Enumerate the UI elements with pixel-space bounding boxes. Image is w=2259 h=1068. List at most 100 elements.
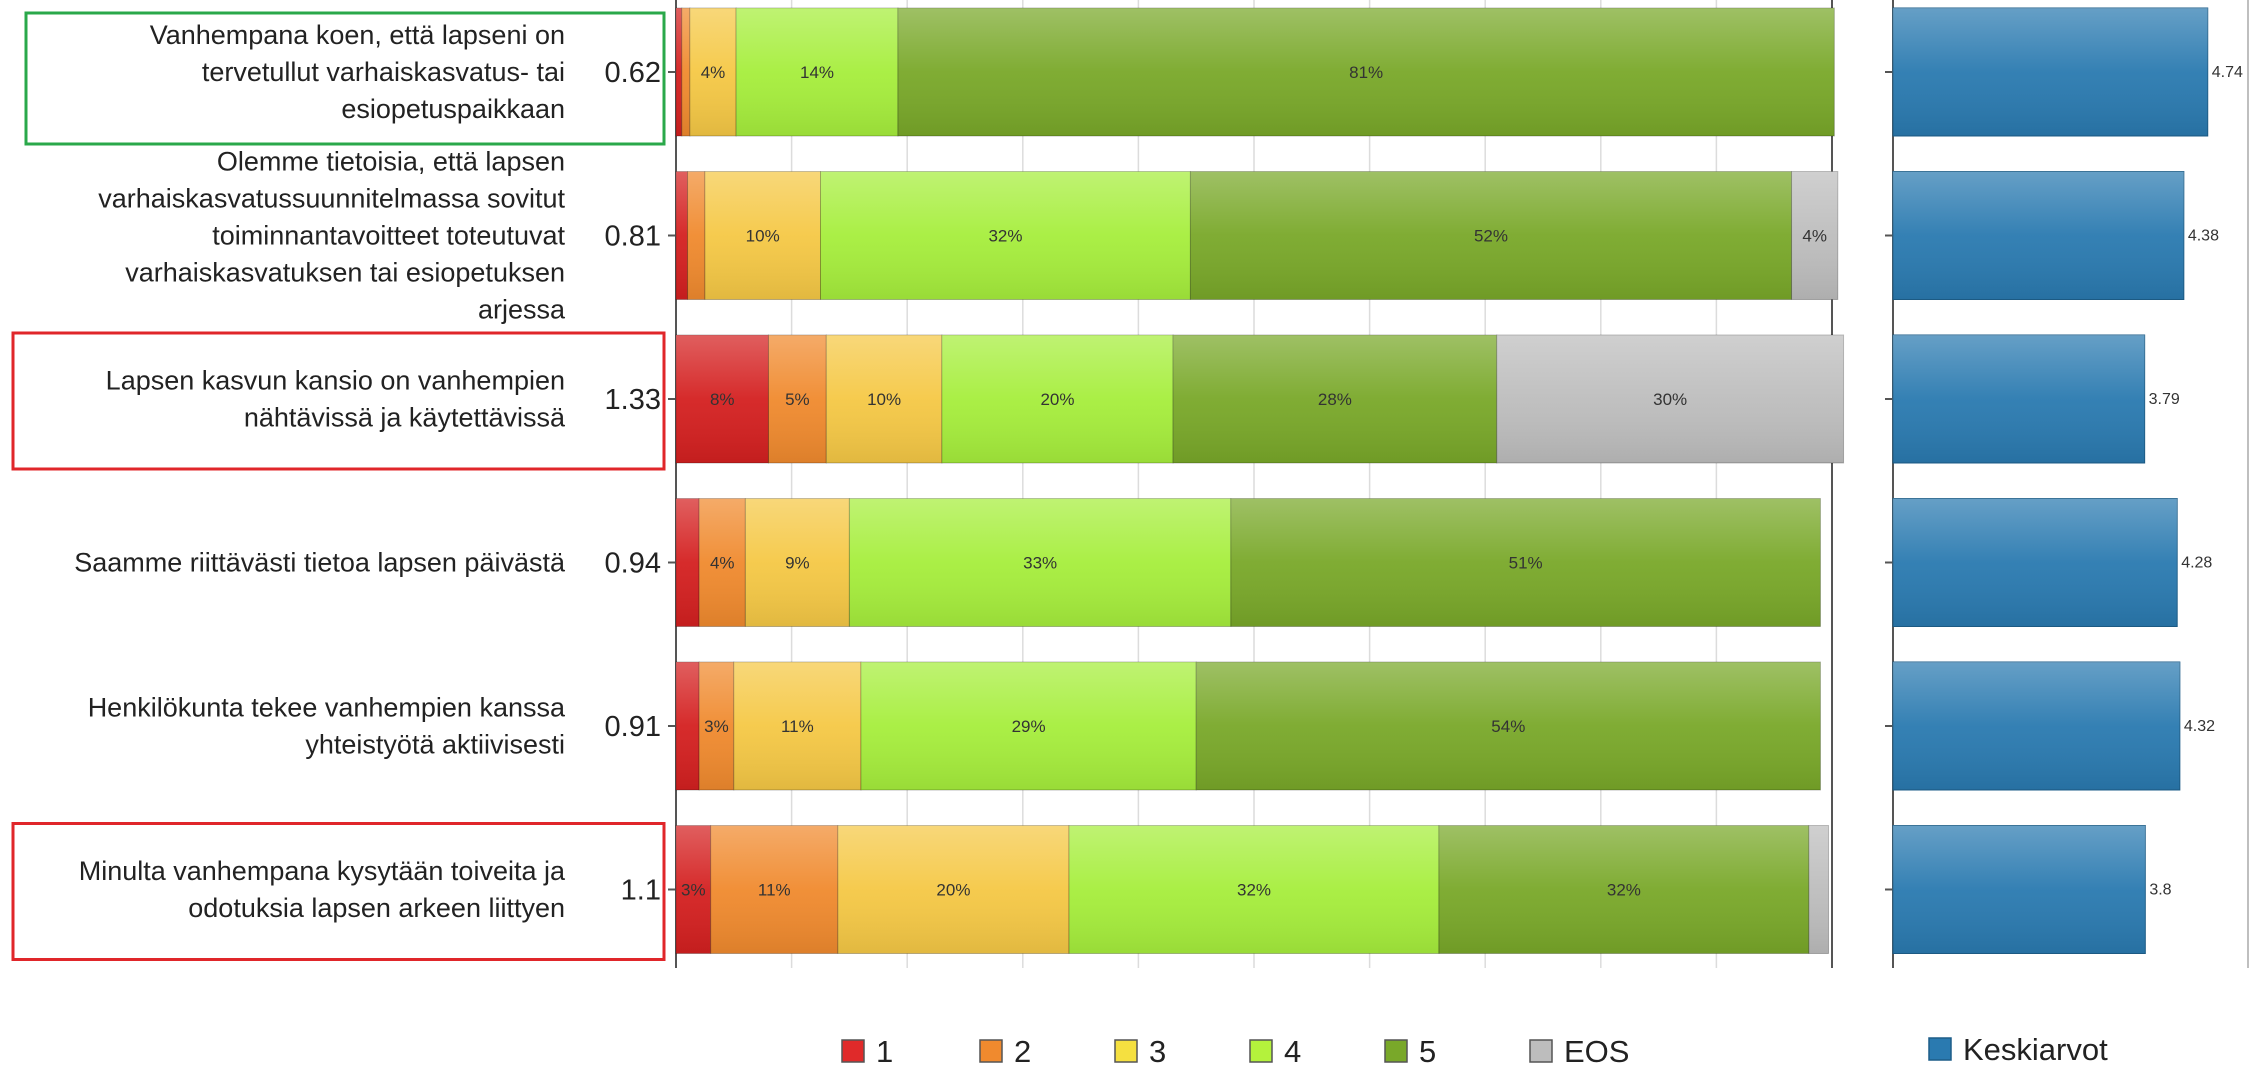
segment-label: 4% xyxy=(701,63,726,82)
segment-label: 20% xyxy=(1040,390,1074,409)
category-label-line: varhaiskasvatuksen tai esiopetuksen xyxy=(125,258,565,288)
category-labels: Vanhempana koen, että lapseni on tervetul… xyxy=(11,11,666,961)
bar-segment-shade xyxy=(1173,335,1497,463)
highlight-box xyxy=(24,11,666,146)
bar-segment-shade xyxy=(1190,171,1792,300)
bar-segment-shade xyxy=(1230,498,1821,627)
mean-value-label: 3.8 xyxy=(2149,882,2171,899)
grid-lines xyxy=(668,0,2249,968)
segment-label: 11% xyxy=(758,881,791,900)
category-label-line: toiminnantavoitteet toteutuvat xyxy=(212,221,565,251)
legend-label: Keskiarvot xyxy=(1963,1032,2108,1067)
legend-label: 1 xyxy=(876,1034,893,1068)
bar-segment-shade xyxy=(676,825,711,954)
segment-label: 20% xyxy=(936,881,970,900)
category-label-line: Henkilökunta tekee vanhempien kanssa xyxy=(88,693,566,723)
legend-item: 1 xyxy=(841,1034,893,1068)
segment-label: 51% xyxy=(1509,554,1543,573)
segment-label: 32% xyxy=(1607,881,1641,900)
bar-segment-shade xyxy=(689,8,737,136)
bar-segment-shade xyxy=(768,335,827,463)
bar-segment-shade xyxy=(733,662,861,790)
legend-swatch xyxy=(841,1039,865,1063)
bar-segment-shade xyxy=(826,335,942,463)
highlight-box xyxy=(11,331,666,471)
category-label-line: Saamme riittävästi tietoa lapsen päiväst… xyxy=(74,548,566,578)
segment-label: 14% xyxy=(800,63,834,82)
bar-segment-shade xyxy=(1496,335,1844,463)
category-label-line: varhaiskasvatussuunnitelmassa sovitut xyxy=(98,184,565,214)
std-value: 1.33 xyxy=(605,384,661,416)
bar-segment-shade xyxy=(676,8,682,136)
segment-label: 10% xyxy=(867,390,901,409)
segment-label: 81% xyxy=(1349,63,1383,82)
bar-segment-shade xyxy=(676,498,700,627)
segment-label: 29% xyxy=(1012,717,1046,736)
legend-swatch xyxy=(1384,1039,1408,1063)
segment-label: 30% xyxy=(1653,390,1687,409)
bar-segment-shade xyxy=(1808,825,1829,954)
bar-segment-shade xyxy=(699,662,734,790)
std-value: 1.1 xyxy=(621,875,661,907)
bar-segment-shade xyxy=(849,498,1231,627)
segment-label: 4% xyxy=(710,554,735,573)
bar-segment-shade xyxy=(1791,171,1838,300)
mean-bar-shade xyxy=(1893,825,2146,954)
mean-value-label: 4.74 xyxy=(2212,64,2243,81)
std-value: 0.62 xyxy=(605,57,661,89)
mean-bar-shade xyxy=(1893,8,2208,136)
category-label-line: Minulta vanhempana kysytään toiveita ja xyxy=(79,856,566,886)
legend-label: 4 xyxy=(1284,1034,1301,1068)
bar-segment-shade xyxy=(676,335,769,463)
category-label-line: arjessa xyxy=(478,295,566,325)
std-value: 0.94 xyxy=(605,548,661,580)
segment-label: 10% xyxy=(746,227,780,246)
category-label-line: Olemme tietoisia, että lapsen xyxy=(217,147,565,177)
bar-segment-shade xyxy=(941,335,1174,463)
category-label-line: tervetullut varhaiskasvatus- tai xyxy=(202,57,565,87)
bar-segment-shade xyxy=(860,662,1197,790)
mean-bar-shade xyxy=(1893,498,2178,627)
mean-value-label: 4.28 xyxy=(2181,555,2212,572)
segment-label: 11% xyxy=(781,717,814,736)
segment-label: 3% xyxy=(704,717,729,736)
legend-item: 4 xyxy=(1249,1034,1301,1068)
segment-label: 32% xyxy=(988,227,1022,246)
std-value: 0.91 xyxy=(605,711,661,743)
category-label-line: esiopetuspaikkaan xyxy=(341,94,565,124)
legend-item-mean: Keskiarvot xyxy=(1928,1032,2108,1067)
segment-label: 32% xyxy=(1237,881,1271,900)
segment-label: 33% xyxy=(1023,554,1057,573)
bar-segment-shade xyxy=(1196,662,1821,790)
legend-label: 2 xyxy=(1014,1034,1031,1068)
bar-segment-shade xyxy=(704,171,821,300)
legend-swatch xyxy=(1249,1039,1273,1063)
bar-segment-shade xyxy=(676,171,688,300)
legend-label: EOS xyxy=(1564,1034,1629,1068)
category-label-line: Lapsen kasvun kansio on vanhempien xyxy=(106,366,565,396)
legend-swatch xyxy=(979,1039,1003,1063)
bar-segment-shade xyxy=(699,498,746,627)
bar-segment-shade xyxy=(745,498,850,627)
bar-segment-shade xyxy=(710,825,838,954)
segment-label: 54% xyxy=(1491,717,1525,736)
mean-value-label: 4.32 xyxy=(2184,718,2215,735)
category-label-line: yhteistyötä aktiivisesti xyxy=(305,730,565,760)
category-label-line: odotuksia lapsen arkeen liittyen xyxy=(188,893,565,923)
std-value: 0.81 xyxy=(605,221,661,253)
highlight-box xyxy=(11,822,666,961)
bar-segment-shade xyxy=(820,171,1191,300)
legend-swatch xyxy=(1529,1039,1553,1063)
bar-segment-shade xyxy=(1069,825,1439,954)
bar-segment-shade xyxy=(897,8,1835,136)
segment-label: 3% xyxy=(681,881,706,900)
legend-swatch xyxy=(1114,1039,1138,1063)
mean-bar-shade xyxy=(1893,662,2180,790)
legend-label: 3 xyxy=(1149,1034,1166,1068)
category-label-line: Vanhempana koen, että lapseni on xyxy=(150,20,565,50)
mean-bars: 4.74 4.38 3.79 4.28 4.32 3.8 xyxy=(1892,7,2243,954)
stacked-bars: 4% 14% 81% 10% 32% 52% 4% 8% 5% 10% 20% 28% 30% 4% 9% 3… xyxy=(675,7,1845,954)
segment-label: 28% xyxy=(1318,390,1352,409)
legend-item: 5 xyxy=(1384,1034,1436,1068)
legend: 1 2 3 4 5 EOS Keskiarvot xyxy=(841,1032,2108,1068)
